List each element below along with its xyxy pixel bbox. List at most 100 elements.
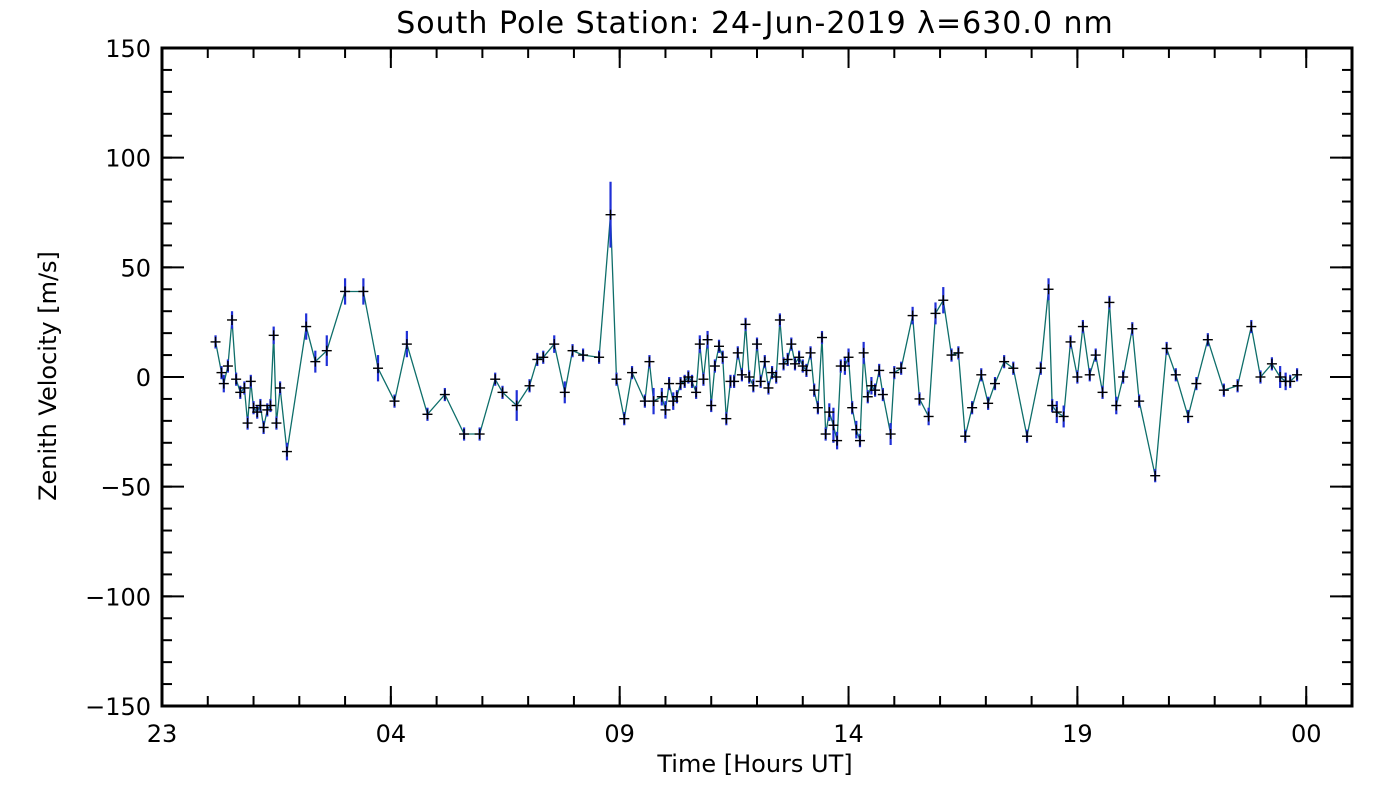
data-point xyxy=(1058,411,1069,422)
data-point xyxy=(1104,297,1115,308)
data-point xyxy=(820,429,831,440)
data-point xyxy=(1097,387,1108,398)
data-point xyxy=(858,347,869,358)
data-point xyxy=(358,286,369,297)
data-point xyxy=(340,286,351,297)
data-point xyxy=(740,319,751,330)
data-point xyxy=(809,385,820,396)
data-point xyxy=(1084,369,1095,380)
data-point xyxy=(1292,369,1303,380)
data-point xyxy=(559,387,570,398)
data-point xyxy=(706,400,717,411)
series-line xyxy=(214,214,1298,476)
data-point xyxy=(242,418,253,429)
data-point xyxy=(1043,284,1054,295)
data-point xyxy=(687,376,698,387)
data-point xyxy=(627,367,638,378)
data-point xyxy=(824,407,835,418)
data-point xyxy=(789,358,800,369)
data-point xyxy=(805,347,816,358)
x-tick-label: 14 xyxy=(833,720,864,748)
data-point xyxy=(218,378,229,389)
y-axis-label: Zenith Velocity [m/s] xyxy=(34,251,62,501)
data-point xyxy=(748,380,759,391)
data-point xyxy=(235,387,246,398)
data-point xyxy=(1266,358,1277,369)
data-point xyxy=(549,339,560,350)
data-point xyxy=(832,435,843,446)
data-point xyxy=(1090,350,1101,361)
data-point xyxy=(656,391,667,402)
data-point xyxy=(497,387,508,398)
data-point xyxy=(321,345,332,356)
data-point xyxy=(239,382,250,393)
data-point xyxy=(422,409,433,420)
data-point xyxy=(698,374,709,385)
y-tick-label: −100 xyxy=(85,583,151,611)
data-point xyxy=(578,350,589,361)
data-point xyxy=(889,367,900,378)
data-point xyxy=(210,336,221,347)
data-point xyxy=(271,418,282,429)
data-point xyxy=(490,374,501,385)
data-point xyxy=(717,352,728,363)
data-point xyxy=(709,361,720,372)
data-point xyxy=(1218,385,1229,396)
data-point xyxy=(1051,407,1062,418)
data-point xyxy=(736,369,747,380)
data-point xyxy=(567,345,578,356)
data-point xyxy=(275,382,286,393)
data-point xyxy=(1275,372,1286,382)
data-point xyxy=(843,352,854,363)
data-point xyxy=(1065,336,1076,347)
data-point xyxy=(774,314,785,325)
data-point xyxy=(816,332,827,343)
data-point xyxy=(896,363,907,374)
data-point xyxy=(847,402,858,413)
data-point xyxy=(938,295,949,306)
data-point xyxy=(1191,378,1202,389)
data-point xyxy=(976,369,987,380)
data-point xyxy=(930,308,941,319)
data-point xyxy=(619,413,630,424)
data-point xyxy=(675,378,686,389)
data-point xyxy=(524,380,535,391)
data-point xyxy=(538,352,549,363)
data-point xyxy=(782,354,793,365)
data-point xyxy=(953,347,964,358)
data-point xyxy=(1150,470,1161,481)
data-point xyxy=(255,400,266,411)
plot-frame xyxy=(160,46,1354,708)
data-point xyxy=(389,396,400,407)
y-tick-label: −150 xyxy=(85,693,151,721)
y-tick-label: 0 xyxy=(136,364,151,392)
data-point xyxy=(532,354,543,365)
data-point xyxy=(1008,363,1019,374)
data-point xyxy=(1072,372,1083,382)
data-point xyxy=(1127,323,1138,334)
data-point xyxy=(752,339,762,350)
x-tick-label: 19 xyxy=(1062,720,1093,748)
data-point xyxy=(1047,400,1058,411)
data-point xyxy=(245,376,256,387)
data-point xyxy=(744,372,755,382)
data-point xyxy=(1022,431,1033,442)
x-tick-label: 09 xyxy=(604,720,635,748)
data-point xyxy=(605,209,616,220)
data-point xyxy=(714,341,725,352)
data-point xyxy=(990,378,1000,389)
y-tick-label: 150 xyxy=(105,35,151,63)
data-point xyxy=(870,385,881,396)
data-point xyxy=(999,356,1010,367)
data-point xyxy=(644,356,655,367)
data-point xyxy=(1255,372,1266,382)
data-point xyxy=(648,396,659,407)
data-point xyxy=(231,374,242,385)
data-point xyxy=(258,422,269,433)
data-point xyxy=(310,356,321,367)
data-point xyxy=(694,339,705,350)
data-point xyxy=(983,398,994,409)
data-point xyxy=(923,411,934,422)
data-point xyxy=(862,391,873,402)
